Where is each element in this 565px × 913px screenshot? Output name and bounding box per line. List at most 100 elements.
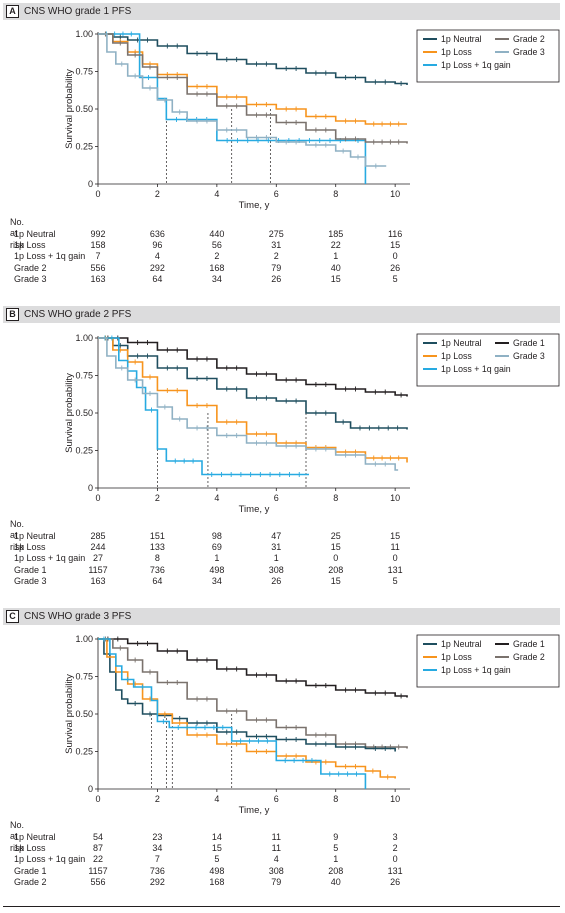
risk-count: 151 — [149, 531, 165, 541]
risk-count: 26 — [271, 273, 282, 284]
risk-count: 34 — [152, 843, 163, 854]
y-tick-label: 0.25 — [75, 747, 93, 757]
risk-count: 56 — [211, 240, 222, 251]
risk-count: 47 — [271, 531, 282, 541]
y-tick-label: 0.50 — [75, 104, 93, 114]
y-tick-label: 0 — [88, 483, 93, 493]
legend-label-1p-neutral: 1p Neutral — [441, 34, 482, 44]
risk-row-label: Grade 1 — [14, 865, 47, 876]
risk-count: 736 — [149, 865, 165, 876]
risk-count: 5 — [392, 273, 398, 284]
risk-count: 116 — [387, 229, 403, 239]
legend-label-grade-3: Grade 3 — [513, 47, 545, 57]
risk-count: 0 — [392, 854, 398, 865]
risk-count: 8 — [154, 553, 160, 564]
risk-count: 208 — [328, 564, 344, 575]
panel-a-title: CNS WHO grade 1 PFS — [24, 6, 132, 17]
x-tick-label: 2 — [155, 189, 160, 199]
risk-count: 0 — [392, 251, 398, 262]
x-tick-label: 8 — [333, 794, 338, 804]
risk-count: 158 — [90, 240, 106, 251]
legend-label-grade-3: Grade 3 — [513, 351, 545, 361]
panel-b-letter: B — [6, 308, 19, 321]
panel-c-chart: 0 0.25 0.50 0.75 1.00 0 2 4 6 8 10 Time, y Survival … — [64, 634, 560, 816]
risk-count: 15 — [390, 240, 401, 251]
risk-row-label: 1p Loss + 1q gain — [14, 854, 86, 865]
risk-count: 275 — [268, 229, 284, 239]
risk-count: 5 — [214, 854, 220, 865]
y-tick-label: 0.25 — [75, 142, 93, 152]
y-tick-label: 0.75 — [75, 371, 93, 381]
legend-box — [416, 634, 560, 688]
risk-count: 1 — [333, 251, 339, 262]
risk-count: 26 — [390, 876, 401, 887]
risk-row-label: Grade 1 — [14, 564, 47, 575]
series-1p-loss-line — [98, 33, 408, 125]
risk-row-label: 1p Neutral — [14, 832, 56, 842]
series-1p-loss-censor-marks — [121, 669, 389, 780]
risk-count: 163 — [90, 575, 106, 586]
series-1p-loss-1q-gain-line — [98, 638, 367, 789]
risk-count: 2 — [273, 251, 279, 262]
risk-table-title: No. at risk — [10, 820, 25, 853]
risk-count: 31 — [271, 542, 282, 553]
series-grade-2-censor-marks — [104, 636, 400, 750]
risk-count: 87 — [92, 843, 103, 854]
risk-count: 64 — [152, 575, 163, 586]
y-tick-label: 1.00 — [75, 634, 93, 644]
risk-row-label: 1p Loss — [14, 240, 46, 251]
y-tick-label: 0.50 — [75, 408, 93, 418]
risk-count: 15 — [330, 575, 341, 586]
risk-count: 15 — [211, 843, 222, 854]
risk-count: 64 — [152, 273, 163, 284]
series-grade-1-line — [98, 638, 408, 698]
y-tick-label: 0 — [88, 784, 93, 794]
risk-row-label: 1p Loss + 1q gain — [14, 553, 86, 564]
risk-count: 498 — [209, 865, 225, 876]
risk-count: 23 — [152, 832, 163, 842]
legend-label-1p-loss: 1p Loss — [441, 47, 472, 57]
risk-count: 26 — [390, 262, 401, 273]
risk-count: 292 — [149, 262, 165, 273]
risk-table-title: No. at risk — [10, 217, 25, 250]
risk-count: 636 — [149, 229, 165, 239]
panel-c-letter: C — [6, 610, 19, 623]
risk-count: 736 — [149, 564, 165, 575]
risk-count: 26 — [271, 575, 282, 586]
risk-row-label: Grade 3 — [14, 273, 47, 284]
risk-row-label: 1p Loss + 1q gain — [14, 251, 86, 262]
panel-c-header: C CNS WHO grade 3 PFS — [3, 608, 560, 625]
risk-row-label: Grade 3 — [14, 575, 47, 586]
series-grade-3-line — [98, 33, 387, 167]
risk-count: 98 — [211, 531, 222, 541]
risk-row-label: 1p Loss — [14, 542, 46, 553]
risk-count: 1 — [333, 854, 339, 865]
x-tick-label: 0 — [95, 794, 100, 804]
y-tick-label: 0 — [88, 179, 93, 189]
risk-count: 163 — [90, 273, 106, 284]
x-tick-label: 10 — [390, 189, 400, 199]
series-grade-1-censor-marks — [107, 636, 402, 699]
x-tick-label: 8 — [333, 189, 338, 199]
x-tick-label: 2 — [155, 493, 160, 503]
x-tick-label: 4 — [214, 493, 219, 503]
y-tick-label: 1.00 — [75, 333, 93, 343]
risk-count: 992 — [90, 229, 106, 239]
series-grade-3-line — [98, 337, 399, 471]
x-tick-label: 10 — [390, 794, 400, 804]
risk-count: 34 — [211, 575, 222, 586]
risk-count: 14 — [211, 832, 222, 842]
legend-label-1p-neutral: 1p Neutral — [441, 639, 482, 649]
risk-count: 96 — [152, 240, 163, 251]
panel-c-title: CNS WHO grade 3 PFS — [24, 611, 132, 622]
risk-count: 308 — [268, 865, 284, 876]
panel-b-title: CNS WHO grade 2 PFS — [24, 309, 132, 320]
risk-count: 168 — [209, 876, 225, 887]
series-grade-2-line — [98, 638, 408, 749]
risk-count: 40 — [330, 876, 341, 887]
risk-count: 7 — [95, 251, 101, 262]
risk-count: 1 — [214, 553, 220, 564]
risk-row-label: 1p Neutral — [14, 531, 56, 541]
legend-label-1p-neutral: 1p Neutral — [441, 338, 482, 348]
risk-count: 4 — [273, 854, 279, 865]
